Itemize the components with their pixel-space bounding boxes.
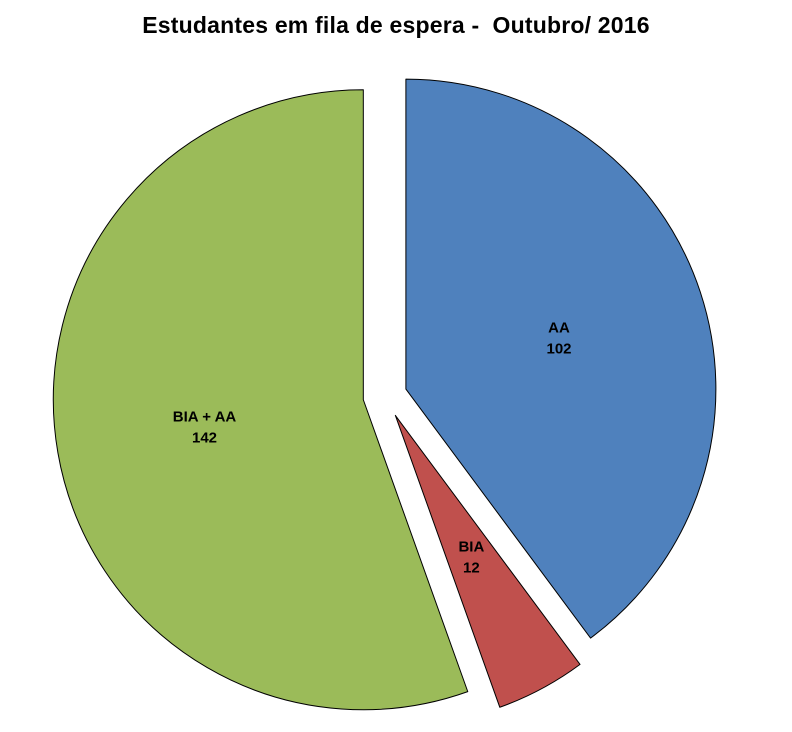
pie-slice-bia-aa <box>52 89 469 711</box>
slice-label-aa: AA 102 <box>546 320 571 358</box>
pie-chart: AA 102 BIA 12 BIA + AA 142 <box>52 78 717 711</box>
slice-label-bia-aa: BIA + AA 142 <box>173 408 237 446</box>
pie-slice-aa <box>405 78 717 639</box>
chart-title: Estudantes em fila de espera - Outubro/ … <box>142 11 650 38</box>
pie-slice-bia <box>394 414 581 708</box>
slice-label-bia: BIA 12 <box>458 539 484 577</box>
